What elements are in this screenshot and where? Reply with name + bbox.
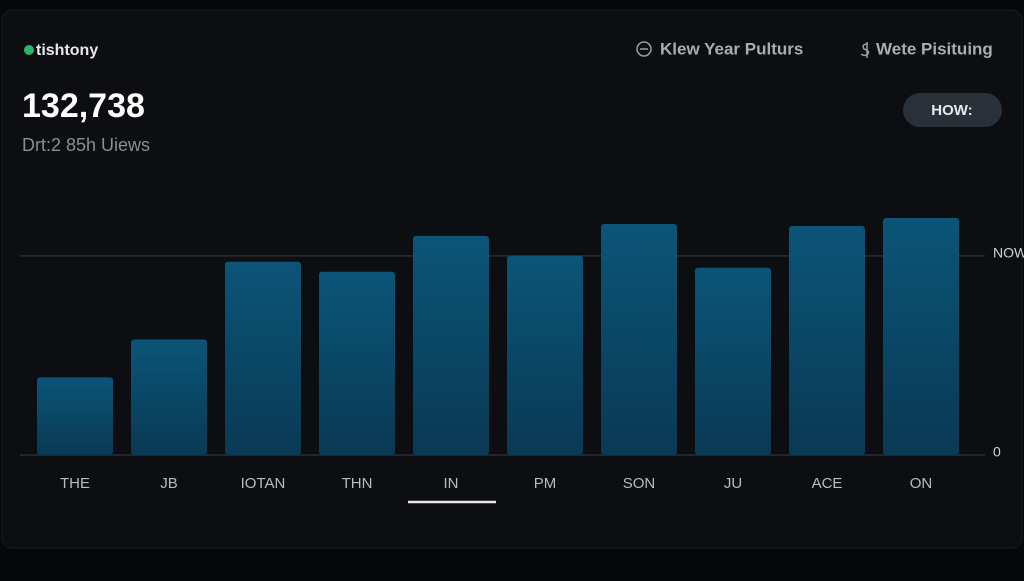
button[interactable] bbox=[903, 93, 1002, 127]
bar bbox=[507, 255, 583, 455]
bar bbox=[319, 271, 395, 455]
y-tick-label: NOW bbox=[993, 245, 1024, 261]
bar bbox=[131, 339, 207, 455]
y-tick-label: 0 bbox=[993, 444, 1001, 460]
subtitle: Drt:2 85h Uiews bbox=[22, 135, 150, 155]
x-tick-label: PM bbox=[534, 475, 557, 492]
x-tick-label: SON bbox=[623, 475, 656, 492]
bar bbox=[883, 217, 959, 455]
bar bbox=[601, 223, 677, 455]
x-tick-label: ACE bbox=[812, 475, 843, 492]
button-label[interactable]: HOW: bbox=[931, 102, 972, 119]
x-tick-label: IN bbox=[444, 475, 459, 492]
logo bbox=[24, 45, 34, 55]
menu-icon bbox=[860, 42, 870, 58]
bar bbox=[37, 377, 113, 455]
bar bbox=[695, 267, 771, 455]
bar bbox=[225, 261, 301, 455]
plot: 0 NOW THE JB IOTAN THN IN PM SON JU ACE ON bbox=[20, 217, 1024, 492]
x-tick-label: THN bbox=[342, 475, 373, 492]
x-tick-label: IOTAN bbox=[241, 475, 286, 492]
menu-icon bbox=[636, 41, 652, 57]
x-tick-label: JU bbox=[724, 475, 742, 492]
bar bbox=[789, 225, 865, 455]
x-tick-label: THE bbox=[60, 475, 90, 492]
x-tick-label: ON bbox=[910, 475, 933, 492]
menu-item[interactable]: Klew Year Pulturs bbox=[660, 39, 803, 58]
bar bbox=[413, 235, 489, 455]
menu-item[interactable]: Wete Pisituing bbox=[876, 39, 993, 58]
brand: tishtony bbox=[36, 42, 98, 59]
x-tick-label: JB bbox=[160, 475, 178, 492]
total: 132,738 bbox=[22, 87, 145, 125]
